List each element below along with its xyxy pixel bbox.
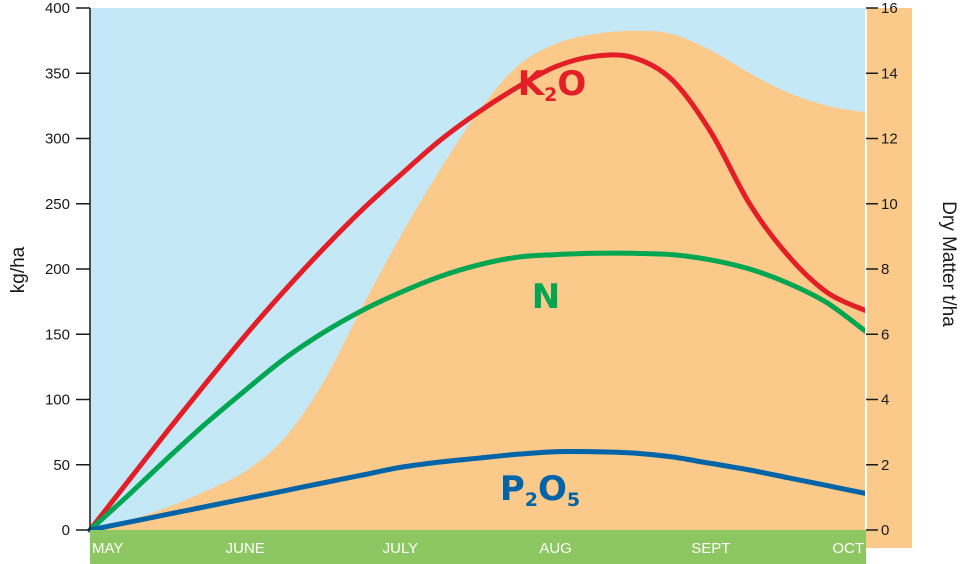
right-tick-label: 0 [881, 522, 889, 539]
right-tick-label: 10 [881, 196, 898, 213]
month-labels: MAY JUNE JULY AUG SEPT OCT [92, 540, 864, 557]
right-tick-label: 16 [881, 0, 898, 17]
right-axis-title: Dry Matter t/ha [938, 201, 959, 327]
left-tick-label: 350 [45, 65, 70, 82]
series-labels: K2O N P2O5 [500, 64, 586, 511]
series-line-p2o5 [87, 448, 869, 533]
series-label-k2o: K2O [518, 64, 587, 106]
right-tick-label: 4 [881, 392, 889, 409]
right-tick-label: 2 [881, 457, 889, 474]
left-tick-label: 100 [45, 392, 70, 409]
left-tick-label: 0 [62, 522, 70, 539]
month-label: AUG [539, 540, 572, 557]
month-band [90, 530, 866, 564]
dry-matter-area [90, 30, 866, 531]
right-tick-label: 8 [881, 261, 889, 278]
left-axis-title: kg/ha [8, 246, 29, 293]
month-label: OCT [832, 540, 864, 557]
right-axis-ticks: 0 2 4 6 8 10 12 14 16 [866, 0, 898, 539]
right-axis-strip [866, 8, 912, 548]
left-tick-label: 150 [45, 326, 70, 343]
right-tick-label: 6 [881, 326, 889, 343]
month-label: JUNE [226, 540, 265, 557]
series-line-k2o [87, 52, 869, 533]
month-label: MAY [92, 540, 123, 557]
month-label: SEPT [691, 540, 730, 557]
series-label-n: N [532, 277, 560, 317]
right-tick-label: 14 [881, 65, 898, 82]
month-label: JULY [383, 540, 419, 557]
series-label-p2o5: P2O5 [500, 469, 580, 511]
left-tick-label: 250 [45, 196, 70, 213]
left-tick-label: 300 [45, 131, 70, 148]
left-tick-label: 400 [45, 0, 70, 17]
left-axis-ticks: 0 50 100 150 200 250 300 350 400 [45, 0, 90, 539]
left-tick-label: 50 [53, 457, 70, 474]
right-tick-label: 12 [881, 131, 898, 148]
left-tick-label: 200 [45, 261, 70, 278]
series-line-n [87, 250, 869, 533]
series-layer [87, 52, 869, 533]
